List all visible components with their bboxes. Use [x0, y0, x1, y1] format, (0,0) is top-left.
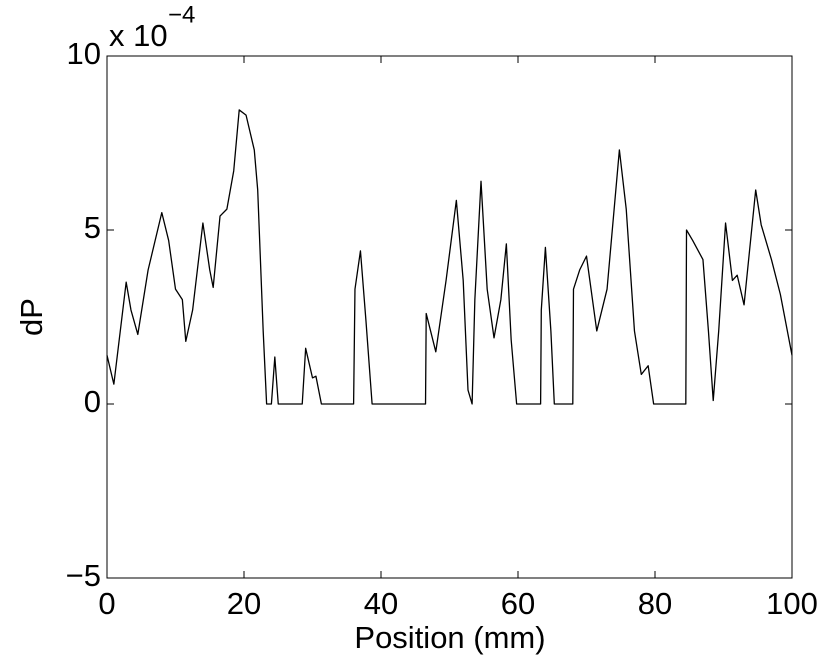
x-tick-label: 100 — [766, 586, 818, 621]
y-tick-label: 10 — [67, 36, 101, 71]
y-tick-label: 5 — [84, 210, 101, 245]
x-axis-label: Position (mm) — [354, 620, 545, 655]
y-multiplier: x 10 — [109, 18, 168, 53]
x-tick-label: 0 — [98, 586, 115, 621]
data-line — [106, 109, 793, 405]
y-tick-label: 0 — [84, 384, 101, 419]
x-tick-label: 40 — [364, 586, 398, 621]
y-exponent: −4 — [168, 1, 195, 28]
y-tick-label: −5 — [66, 558, 101, 593]
x-tick-label: 60 — [501, 586, 535, 621]
y-axis-label: dP — [14, 298, 49, 336]
plot-frame — [106, 55, 793, 579]
x-tick-label: 20 — [227, 586, 261, 621]
x-tick-label: 80 — [638, 586, 672, 621]
